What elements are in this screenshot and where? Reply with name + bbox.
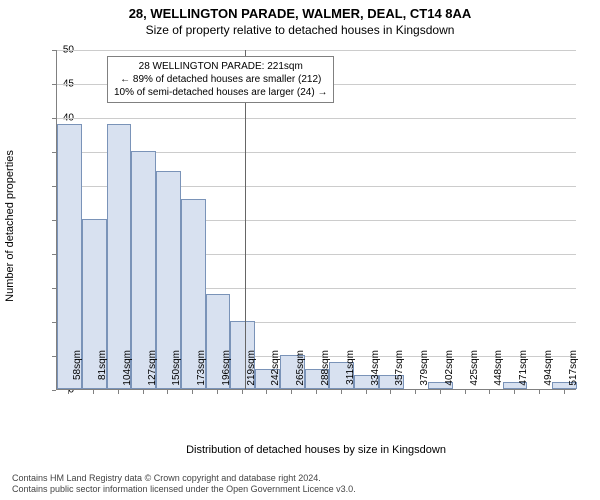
x-axis-label: Distribution of detached houses by size …	[56, 444, 576, 456]
plot-area: 28 WELLINGTON PARADE: 221sqm ← 89% of de…	[56, 50, 576, 390]
x-tick-label: 379sqm	[419, 350, 430, 394]
title-sub: Size of property relative to detached ho…	[0, 21, 600, 37]
chart-container: 28, WELLINGTON PARADE, WALMER, DEAL, CT1…	[0, 0, 600, 500]
x-tick-label: 425sqm	[469, 350, 480, 394]
footer-line1: Contains HM Land Registry data © Crown c…	[12, 473, 588, 485]
footer-line2: Contains public sector information licen…	[12, 484, 588, 496]
y-axis-label: Number of detached properties	[4, 150, 16, 302]
x-tick-label: 58sqm	[72, 350, 83, 394]
x-tick-label: 402sqm	[444, 350, 455, 394]
x-tick-label: 127sqm	[147, 350, 158, 394]
x-tick-label: 471sqm	[518, 350, 529, 394]
annotation-line2: ← 89% of detached houses are smaller (21…	[114, 73, 327, 86]
footer: Contains HM Land Registry data © Crown c…	[12, 473, 588, 496]
x-tick-label: 494sqm	[543, 350, 554, 394]
x-tick-label: 219sqm	[246, 350, 257, 394]
x-tick-label: 334sqm	[370, 350, 381, 394]
x-tick-label: 288sqm	[320, 350, 331, 394]
x-tick-label: 173sqm	[196, 350, 207, 394]
annotation-box: 28 WELLINGTON PARADE: 221sqm ← 89% of de…	[107, 56, 334, 103]
annotation-line1: 28 WELLINGTON PARADE: 221sqm	[114, 60, 327, 73]
x-tick-label: 81sqm	[97, 350, 108, 394]
x-tick-label: 448sqm	[493, 350, 504, 394]
x-tick-label: 196sqm	[221, 350, 232, 394]
x-tick-label: 104sqm	[122, 350, 133, 394]
x-tick-label: 150sqm	[171, 350, 182, 394]
x-tick-label: 517sqm	[568, 350, 579, 394]
x-tick-label: 311sqm	[345, 350, 356, 394]
x-tick-label: 242sqm	[270, 350, 281, 394]
x-tick-label: 265sqm	[295, 350, 306, 394]
x-tick-label: 357sqm	[394, 350, 405, 394]
title-main: 28, WELLINGTON PARADE, WALMER, DEAL, CT1…	[0, 0, 600, 21]
annotation-line3: 10% of semi-detached houses are larger (…	[114, 86, 327, 99]
